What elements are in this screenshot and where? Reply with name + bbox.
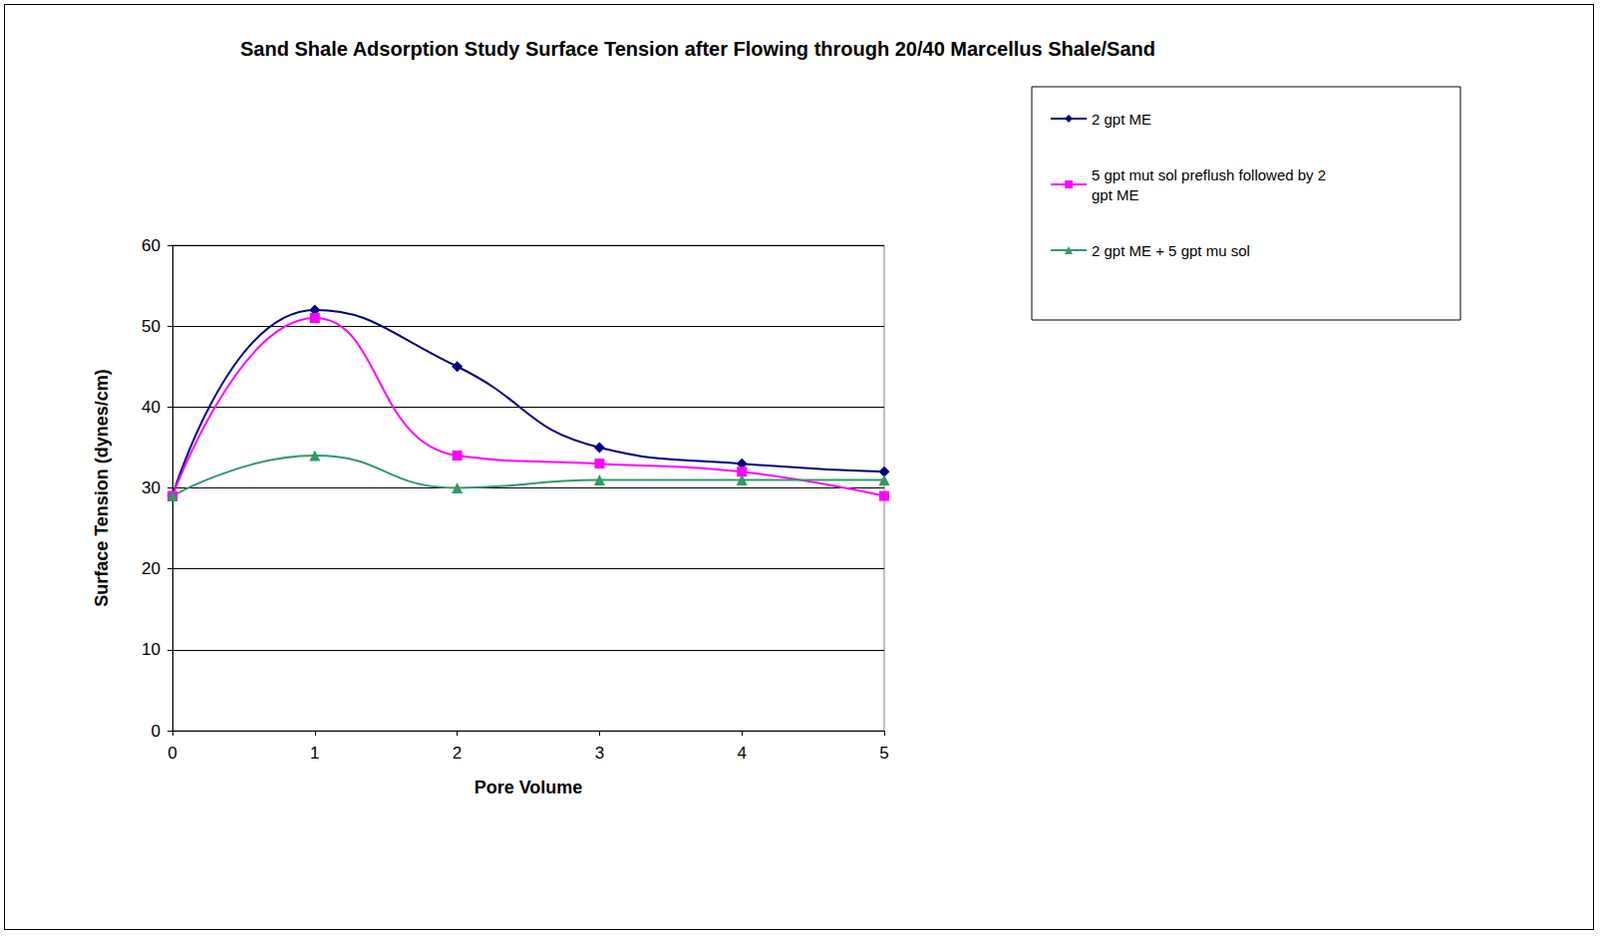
svg-text:5 gpt mut sol preflush followe: 5 gpt mut sol preflush followed by 2 [1091, 166, 1330, 184]
svg-text:gpt ME: gpt ME [1091, 186, 1140, 204]
svg-text:30: 30 [141, 478, 161, 498]
svg-text:0: 0 [151, 721, 161, 741]
svg-text:Pore Volume: Pore Volume [474, 777, 584, 798]
svg-text:1: 1 [310, 743, 320, 763]
svg-text:Surface Tension (dynes/cm): Surface Tension (dynes/cm) [91, 368, 112, 608]
svg-text:20: 20 [141, 559, 161, 579]
svg-text:2 gpt ME: 2 gpt ME [1091, 110, 1152, 128]
svg-text:60: 60 [141, 236, 161, 256]
svg-text:0: 0 [167, 743, 177, 763]
svg-text:2 gpt ME + 5 gpt mu sol: 2 gpt ME + 5 gpt mu sol [1091, 242, 1251, 260]
svg-text:40: 40 [141, 397, 161, 417]
svg-text:4: 4 [736, 743, 746, 763]
svg-text:Sand Shale Adsorption Study Su: Sand Shale Adsorption Study Surface Tens… [240, 37, 1156, 60]
svg-text:3: 3 [595, 743, 605, 763]
svg-text:2: 2 [452, 743, 462, 763]
svg-text:10: 10 [141, 640, 161, 659]
svg-text:5: 5 [879, 743, 889, 763]
svg-text:50: 50 [141, 317, 161, 336]
